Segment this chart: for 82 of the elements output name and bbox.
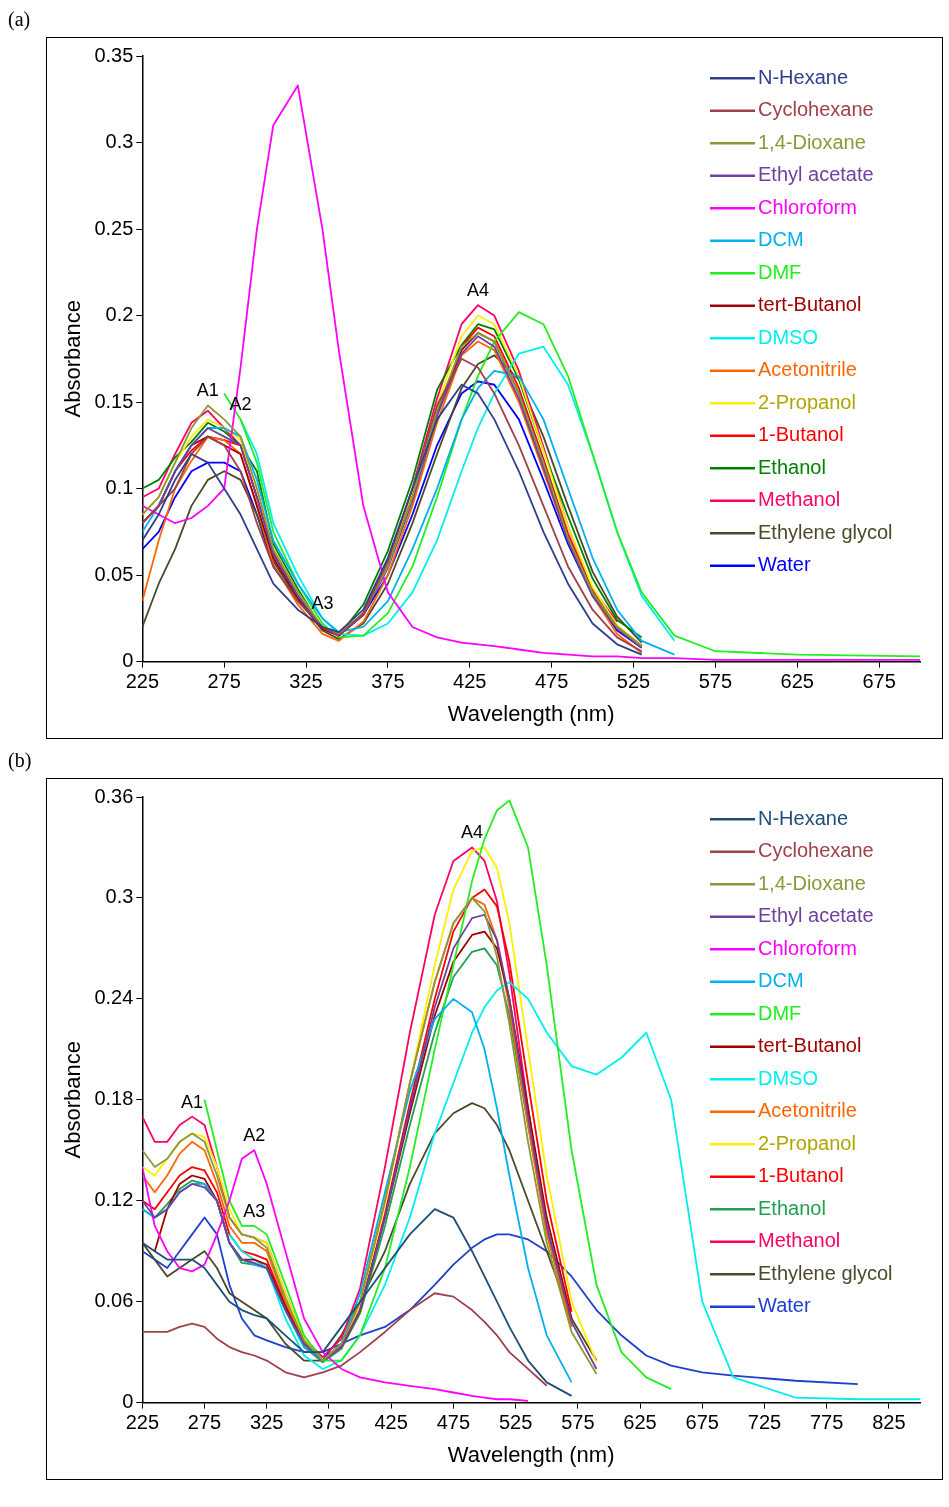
- legend-label: 2-Propanol: [758, 1131, 856, 1154]
- y-tick-label: 0: [122, 1390, 134, 1413]
- legend-label: DMSO: [758, 1066, 818, 1089]
- legend-label: Methanol: [758, 1229, 841, 1252]
- x-tick-label: 325: [289, 670, 323, 693]
- x-axis-title: Wavelength (nm): [447, 1441, 615, 1467]
- annotation: A3: [243, 1200, 266, 1221]
- y-tick-label: 0.25: [94, 216, 134, 239]
- legend-label: Cyclohexane: [758, 839, 874, 862]
- y-axis-title: Absorbance: [60, 300, 86, 418]
- x-tick-label: 375: [371, 670, 405, 693]
- y-tick-label: 0.3: [105, 885, 134, 908]
- x-tick-label: 475: [436, 1411, 471, 1434]
- x-tick-label: 275: [187, 1411, 222, 1434]
- x-tick-label: 225: [125, 1411, 160, 1434]
- x-tick-label: 425: [453, 670, 487, 693]
- legend-label: Ethanol: [758, 1196, 826, 1219]
- annotation: A4: [466, 280, 489, 301]
- x-tick-label: 425: [374, 1411, 408, 1434]
- legend-label: Ethyl acetate: [758, 163, 874, 186]
- legend-label: DMF: [758, 1001, 802, 1024]
- legend-label: Methanol: [758, 488, 841, 511]
- legend-label: Chloroform: [758, 936, 857, 959]
- legend-label: DCM: [758, 228, 804, 251]
- annotation: A4: [461, 822, 484, 843]
- legend-label: Ethanol: [758, 455, 826, 478]
- x-axis-title: Wavelength (nm): [447, 700, 615, 726]
- chart-title: (b): [8, 749, 33, 772]
- x-tick-label: 575: [561, 1411, 595, 1434]
- y-tick-label: 0: [122, 649, 134, 672]
- y-tick-label: 0.36: [94, 784, 134, 807]
- legend-label: Ethylene glycol: [758, 520, 893, 543]
- y-tick-label: 0.15: [94, 389, 134, 412]
- legend-label: 1-Butanol: [758, 1164, 844, 1187]
- x-tick-label: 575: [698, 670, 733, 693]
- legend-label: Acetonitrile: [758, 358, 857, 381]
- x-tick-label: 225: [125, 670, 160, 693]
- x-tick-label: 525: [498, 1411, 533, 1434]
- y-tick-label: 0.35: [94, 43, 134, 66]
- x-tick-label: 725: [747, 1411, 782, 1434]
- y-tick-label: 0.18: [94, 1087, 134, 1110]
- annotation: A1: [181, 1091, 204, 1112]
- x-tick-label: 475: [534, 670, 569, 693]
- y-tick-label: 0.06: [94, 1289, 134, 1312]
- chart-title: (a): [8, 8, 32, 31]
- x-tick-label: 375: [312, 1411, 346, 1434]
- x-tick-label: 675: [862, 670, 896, 693]
- legend-label: DMF: [758, 260, 802, 283]
- legend-label: DMSO: [758, 325, 818, 348]
- legend-label: 1,4-Dioxane: [758, 130, 866, 153]
- x-tick-label: 325: [250, 1411, 284, 1434]
- legend-label: 2-Propanol: [758, 390, 856, 413]
- annotation: A2: [243, 1125, 266, 1146]
- y-tick-label: 0.05: [94, 562, 134, 585]
- y-tick-label: 0.2: [105, 303, 134, 326]
- x-tick-label: 775: [809, 1411, 844, 1434]
- legend-label: 1-Butanol: [758, 423, 844, 446]
- x-tick-label: 625: [780, 670, 814, 693]
- legend-label: tert-Butanol: [758, 1034, 862, 1057]
- legend-label: N-Hexane: [758, 806, 849, 829]
- legend-label: Ethylene glycol: [758, 1261, 893, 1284]
- legend-label: Acetonitrile: [758, 1099, 857, 1122]
- legend-label: tert-Butanol: [758, 293, 862, 316]
- legend-label: Water: [758, 1294, 811, 1317]
- y-tick-label: 0.1: [105, 476, 134, 499]
- x-tick-label: 675: [685, 1411, 719, 1434]
- legend-label: Cyclohexane: [758, 98, 874, 121]
- annotation: A1: [196, 380, 219, 401]
- legend-label: Ethyl acetate: [758, 904, 874, 927]
- y-tick-label: 0.24: [94, 986, 134, 1009]
- legend-label: Chloroform: [758, 195, 857, 218]
- legend-label: DCM: [758, 969, 804, 992]
- y-axis-title: Absorbance: [60, 1041, 86, 1159]
- x-tick-label: 825: [872, 1411, 906, 1434]
- legend-label: 1,4-Dioxane: [758, 871, 866, 894]
- y-tick-label: 0.3: [105, 130, 134, 153]
- x-tick-label: 525: [616, 670, 651, 693]
- y-tick-label: 0.12: [94, 1188, 134, 1211]
- legend-label: Water: [758, 553, 811, 576]
- legend-label: N-Hexane: [758, 65, 849, 88]
- x-tick-label: 625: [623, 1411, 657, 1434]
- x-tick-label: 275: [207, 670, 241, 693]
